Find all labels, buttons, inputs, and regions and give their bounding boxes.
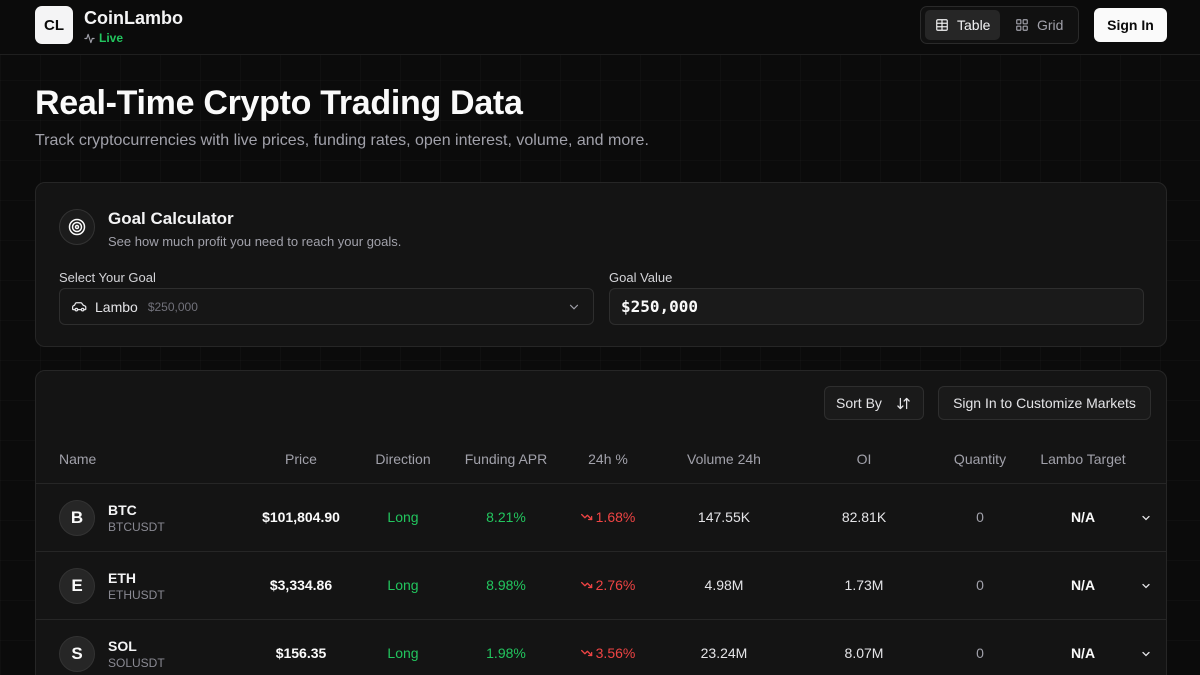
column-header-24h-change[interactable]: 24h % [588, 451, 628, 467]
car-icon [72, 299, 87, 314]
lambo-target-cell: N/A [1070, 509, 1096, 525]
table-row[interactable]: S SOL SOLUSDT $156.35 Long 1.98% 3.56% 2… [36, 620, 1166, 675]
oi-cell: 1.73M [844, 577, 884, 593]
oi-cell: 8.07M [844, 645, 884, 661]
price-cell: $101,804.90 [262, 509, 340, 525]
page-subtitle: Track cryptocurrencies with live prices,… [35, 132, 649, 149]
coin-symbol: ETH [108, 570, 136, 586]
change-24h-value: 2.76% [595, 577, 636, 593]
coin-avatar: E [59, 568, 95, 604]
coin-avatar: S [59, 636, 95, 672]
view-grid-label: Grid [1037, 17, 1064, 33]
coin-pair: ETHUSDT [108, 588, 165, 602]
grid-icon [1016, 19, 1028, 31]
price-cell: $156.35 [275, 645, 327, 661]
view-grid-button[interactable]: Grid [1005, 10, 1073, 40]
column-header-direction[interactable]: Direction [375, 451, 431, 467]
customize-markets-button[interactable]: Sign In to Customize Markets [938, 386, 1151, 420]
view-table-button[interactable]: Table [925, 10, 1001, 40]
goal-value-label: Goal Value [609, 270, 673, 285]
price-cell: $3,334.86 [269, 577, 333, 593]
target-icon [59, 209, 95, 245]
trending-down-icon [581, 513, 593, 521]
table-header-divider [36, 483, 1166, 484]
quantity-cell: 0 [976, 577, 984, 593]
goal-select[interactable]: Lambo $250,000 [59, 288, 594, 325]
view-table-label: Table [957, 17, 991, 33]
column-header-price[interactable]: Price [285, 451, 317, 467]
goal-calculator-title: Goal Calculator [108, 209, 234, 228]
live-status-label: Live [99, 31, 124, 45]
sort-arrows-icon [897, 397, 910, 409]
column-header-lambo-target[interactable]: Lambo Target [1040, 451, 1126, 467]
volume-24h-cell: 4.98M [704, 577, 744, 593]
change-24h-value: 1.68% [595, 509, 636, 525]
table-row[interactable]: E ETH ETHUSDT $3,334.86 Long 8.98% 2.76%… [36, 552, 1166, 620]
top-bar: CL CoinLambo Live Table Grid Sign In [0, 0, 1200, 55]
sort-by-label: Sort By [836, 395, 882, 411]
quantity-cell: 0 [976, 509, 984, 525]
column-header-oi[interactable]: OI [856, 451, 872, 467]
change-24h-cell: 2.76% [581, 577, 636, 593]
coin-pair: SOLUSDT [108, 656, 165, 670]
quantity-cell: 0 [976, 645, 984, 661]
chevron-down-icon [567, 300, 581, 314]
direction-cell: Long [387, 645, 419, 661]
lambo-target-cell: N/A [1070, 577, 1096, 593]
selected-goal-price: $250,000 [147, 299, 198, 314]
coin-symbol: SOL [108, 638, 137, 654]
change-24h-value: 3.56% [595, 645, 636, 661]
direction-cell: Long [387, 577, 419, 593]
column-header-volume-24h[interactable]: Volume 24h [687, 451, 761, 467]
markets-table-card: Sort By Sign In to Customize Markets Nam… [35, 370, 1167, 675]
page-title: Real-Time Crypto Trading Data [35, 84, 523, 122]
column-header-quantity[interactable]: Quantity [953, 451, 1007, 467]
direction-cell: Long [387, 509, 419, 525]
funding-apr-cell: 8.21% [486, 509, 526, 525]
goal-value-input[interactable]: $250,000 [609, 288, 1144, 325]
select-goal-label: Select Your Goal [59, 270, 156, 285]
chevron-down-icon[interactable] [1140, 512, 1152, 524]
change-24h-cell: 3.56% [581, 645, 636, 661]
activity-icon [84, 33, 95, 43]
coin-avatar: B [59, 500, 95, 536]
coin-pair: BTCUSDT [108, 520, 165, 534]
funding-apr-cell: 1.98% [486, 645, 526, 661]
app-name: CoinLambo [84, 8, 183, 28]
sign-in-button[interactable]: Sign In [1094, 8, 1167, 42]
funding-apr-cell: 8.98% [486, 577, 526, 593]
app-logo[interactable]: CL [35, 6, 73, 44]
goal-calculator-description: See how much profit you need to reach yo… [108, 234, 402, 249]
trending-down-icon [581, 581, 593, 589]
view-toggle: Table Grid [920, 6, 1079, 44]
table-row[interactable]: B BTC BTCUSDT $101,804.90 Long 8.21% 1.6… [36, 484, 1166, 552]
column-header-name[interactable]: Name [59, 451, 97, 467]
chevron-down-icon[interactable] [1140, 648, 1152, 660]
live-status: Live [84, 31, 123, 45]
table-icon [936, 19, 948, 31]
goal-calculator-card: Goal Calculator See how much profit you … [35, 182, 1167, 347]
change-24h-cell: 1.68% [581, 509, 636, 525]
oi-cell: 82.81K [841, 509, 887, 525]
volume-24h-cell: 147.55K [697, 509, 751, 525]
lambo-target-cell: N/A [1070, 645, 1096, 661]
trending-down-icon [581, 649, 593, 657]
coin-symbol: BTC [108, 502, 137, 518]
sort-by-button[interactable]: Sort By [824, 386, 924, 420]
chevron-down-icon[interactable] [1140, 580, 1152, 592]
selected-goal-name: Lambo [95, 298, 138, 315]
volume-24h-cell: 23.24M [700, 645, 748, 661]
column-header-funding-apr[interactable]: Funding APR [464, 451, 548, 467]
